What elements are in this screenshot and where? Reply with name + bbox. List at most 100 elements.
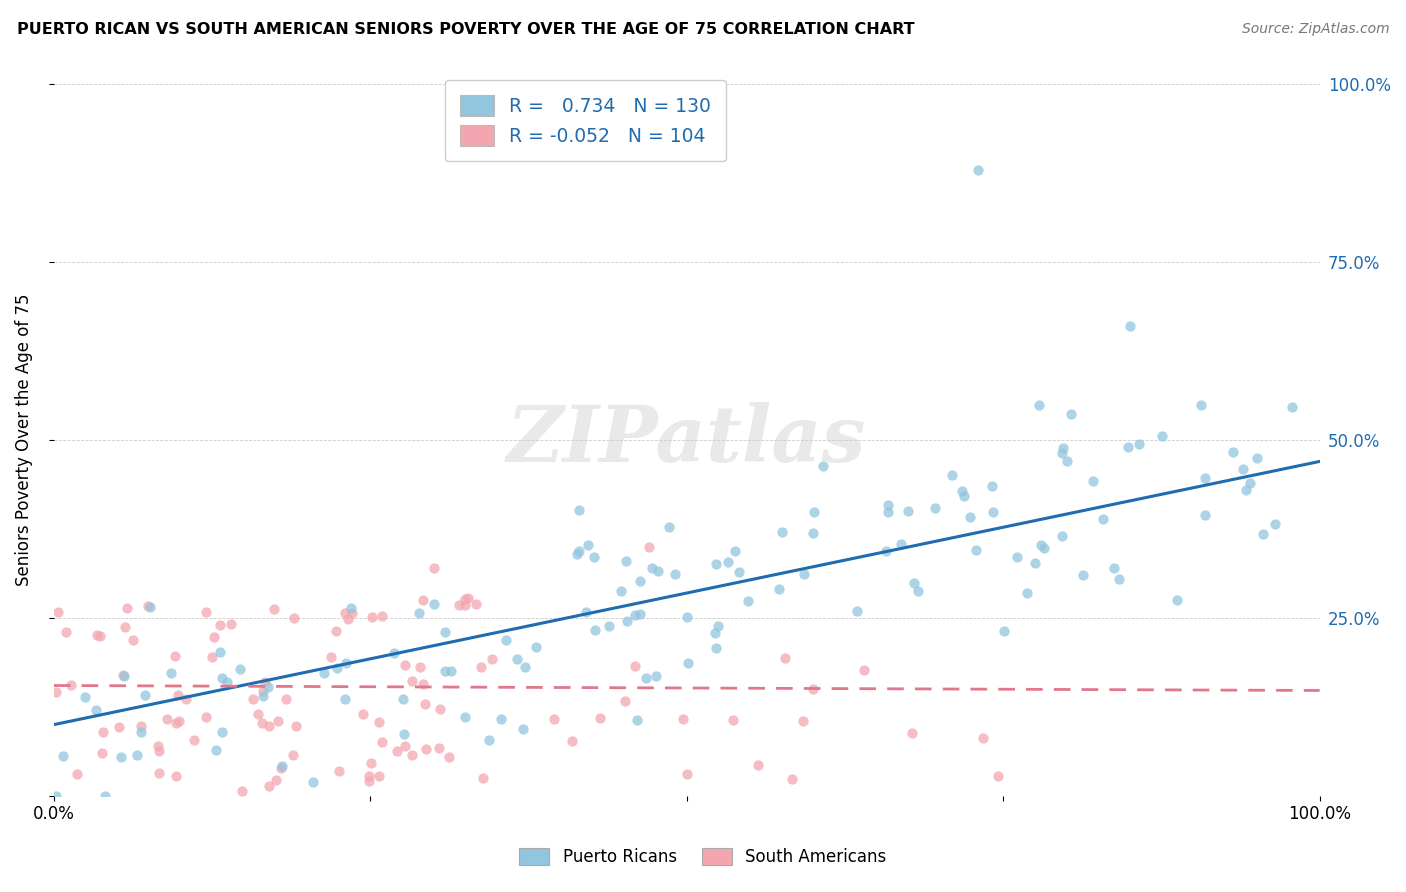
Point [342,607,364,621]
Point [270,761,292,775]
Point [246,706,269,721]
Point [628,574,651,588]
Point [86,703,108,717]
Point [131,724,153,739]
Point [614,554,637,568]
Point [75,690,97,705]
Point [775,651,797,665]
Point [1056,453,1078,467]
Point [876,498,898,512]
Point [174,692,197,706]
Point [1050,446,1073,460]
Point [211,725,233,739]
Point [1052,528,1074,542]
Point [127,748,149,763]
Point [1071,568,1094,582]
Point [1052,441,1074,455]
Point [875,543,897,558]
Point [60,678,83,692]
Point [1264,517,1286,532]
Point [231,784,253,798]
Point [281,748,304,763]
Point [1116,440,1139,454]
Point [401,747,423,762]
Point [1189,398,1212,412]
Point [55,624,77,639]
Point [1246,451,1268,466]
Point [524,640,547,654]
Point [321,649,343,664]
Point [433,664,456,678]
Point [953,489,976,503]
Point [598,618,620,632]
Point [578,538,600,552]
Point [637,540,659,554]
Y-axis label: Seniors Poverty Over the Age of 75: Seniors Poverty Over the Age of 75 [15,293,32,586]
Point [903,575,925,590]
Text: ZIPatlas: ZIPatlas [508,402,866,478]
Point [439,750,461,764]
Point [676,656,699,670]
Point [371,608,394,623]
Point [675,767,697,781]
Point [148,744,170,758]
Point [412,593,434,607]
Point [257,719,280,733]
Point [108,720,131,734]
Point [489,712,512,726]
Point [259,779,281,793]
Point [242,691,264,706]
Point [561,734,583,748]
Point [495,633,517,648]
Point [1091,512,1114,526]
Point [139,599,162,614]
Point [1060,407,1083,421]
Point [793,566,815,581]
Point [360,610,382,624]
Point [1253,527,1275,541]
Point [470,660,492,674]
Point [408,606,430,620]
Point [205,743,228,757]
Point [506,651,529,665]
Point [90,746,112,760]
Point [368,714,391,729]
Point [122,632,145,647]
Point [229,662,252,676]
Point [610,584,633,599]
Point [368,769,391,783]
Point [568,502,591,516]
Point [768,582,790,597]
Point [658,520,681,534]
Text: Source: ZipAtlas.com: Source: ZipAtlas.com [1241,22,1389,37]
Point [1033,541,1056,556]
Point [325,624,347,638]
Point [252,689,274,703]
Point [950,483,973,498]
Point [614,694,637,708]
Point [481,652,503,666]
Point [422,561,444,575]
Point [415,698,437,712]
Point [91,725,114,739]
Point [1029,538,1052,552]
Point [440,665,463,679]
Point [169,714,191,729]
Point [565,547,588,561]
Point [972,731,994,746]
Point [704,557,727,571]
Point [706,641,728,656]
Point [1005,550,1028,565]
Point [283,611,305,625]
Point [965,543,987,558]
Point [515,660,537,674]
Point [454,592,477,607]
Point [326,661,349,675]
Point [111,668,134,682]
Legend: Puerto Ricans, South Americans: Puerto Ricans, South Americans [512,840,894,875]
Point [645,669,668,683]
Point [589,711,612,725]
Point [117,600,139,615]
Point [987,769,1010,783]
Point [360,756,382,770]
